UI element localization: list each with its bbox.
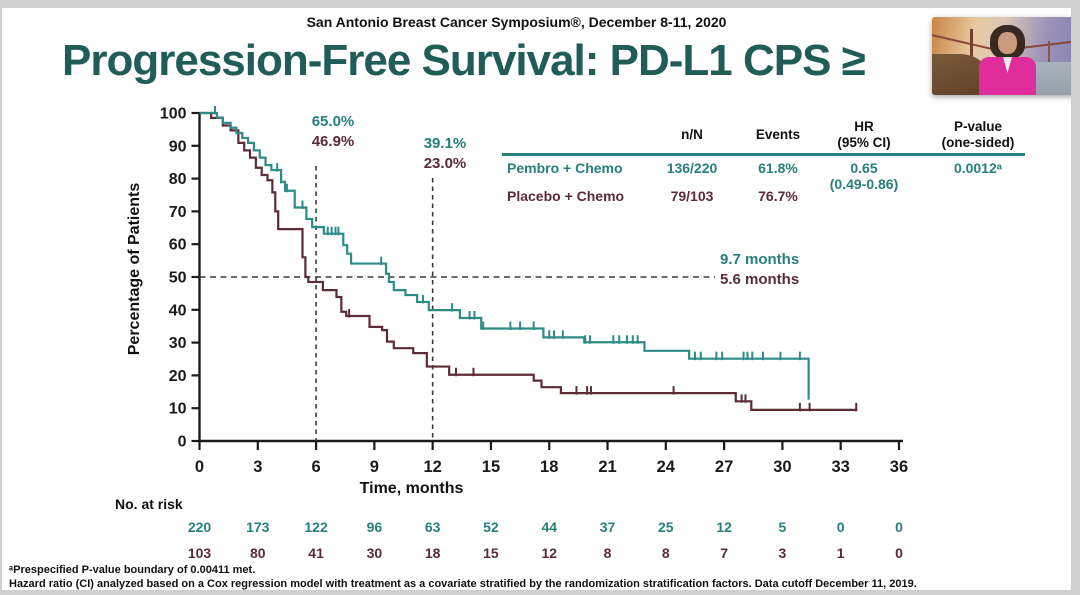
landmark-6mo-placebo: 46.9% (311, 133, 355, 150)
at-risk-pembro-m33: 0 (836, 519, 845, 535)
x-tick-label: 27 (715, 458, 733, 476)
landmark-6mo: 65.0% 46.9% (298, 112, 368, 152)
at-risk-placebo-m12: 18 (424, 545, 441, 561)
x-tick-label: 33 (832, 458, 850, 476)
y-tick-label: 60 (169, 237, 187, 254)
y-tick-label: 90 (169, 138, 187, 155)
at-risk-placebo-m9: 30 (366, 545, 383, 561)
slide: San Antonio Breast Cancer Symposium®, De… (2, 8, 1071, 591)
x-tick-label: 3 (253, 458, 262, 476)
at-risk-placebo-m24: 8 (661, 545, 670, 561)
y-tick-label: 10 (169, 401, 187, 418)
presenter-video-thumbnail[interactable] (932, 17, 1071, 95)
presenter-face (998, 32, 1017, 54)
at-risk-pembro-m6: 122 (304, 519, 328, 535)
median-pembro: 9.7 months (720, 251, 800, 268)
table-rule (502, 153, 1025, 156)
at-risk-pembro-m18: 44 (541, 519, 558, 535)
x-tick-label: 0 (195, 458, 204, 476)
y-tick-label: 20 (169, 368, 187, 385)
at-risk-placebo-m3: 80 (249, 545, 266, 561)
y-tick-label: 30 (169, 335, 187, 352)
window-edge-left (0, 0, 2, 595)
x-tick-label: 12 (423, 458, 441, 476)
footnote-1: ᵃPrespecified P-value boundary of 0.0041… (9, 564, 256, 576)
row-placebo-label: Placebo + Chemo (507, 188, 625, 204)
page-title: Progression-Free Survival: PD-L1 CPS ≥ (62, 36, 866, 85)
landmark-12mo: 39.1% 23.0% (410, 134, 480, 174)
median-labels: 9.7 months 5.6 months (720, 250, 799, 290)
at-risk-pembro-m24: 25 (658, 519, 674, 535)
footnote-2: Hazard ratio (CI) analyzed based on a Co… (9, 578, 917, 590)
x-tick-label: 30 (773, 458, 791, 476)
window-edge-top (0, 0, 1080, 8)
row-pembro-hr: 0.65 (850, 160, 878, 176)
at-risk-pembro-m12: 63 (424, 519, 441, 535)
at-risk-label: No. at risk (115, 496, 183, 512)
at-risk-pembro-m3: 173 (246, 519, 270, 535)
at-risk-placebo-m18: 12 (541, 545, 558, 561)
x-tick-label: 21 (598, 458, 616, 476)
at-risk-placebo-m33: 1 (836, 545, 845, 561)
at-risk-placebo-m27: 7 (720, 545, 728, 561)
at-risk-placebo-m0: 103 (187, 545, 212, 561)
landmark-6mo-pembro: 65.0% (311, 113, 355, 130)
at-risk-pembro-m9: 96 (366, 519, 383, 535)
at-risk-pembro-m36: 0 (895, 519, 903, 535)
x-axis-title: Time, months (359, 480, 464, 497)
at-risk-placebo-m15: 15 (483, 545, 499, 561)
presenter-shirt (1003, 57, 1012, 73)
y-tick-label: 70 (169, 204, 187, 221)
row-pembro-pvalue: 0.0012ᵃ (953, 160, 1003, 176)
bridge-tower (1048, 41, 1050, 63)
x-tick-label: 9 (370, 458, 379, 476)
at-risk-placebo-m21: 8 (603, 545, 612, 561)
at-risk-placebo-m36: 0 (895, 545, 903, 561)
x-tick-label: 18 (540, 458, 558, 476)
landmark-12mo-pembro: 39.1% (423, 135, 467, 152)
at-risk-pembro-m15: 52 (483, 519, 499, 535)
col-header-pvalue: P-value (one-sided) (941, 119, 1015, 150)
landmark-12mo-placebo: 23.0% (423, 155, 467, 172)
row-pembro-label: Pembro + Chemo (507, 160, 623, 176)
y-tick-label: 0 (178, 434, 187, 451)
y-tick-label: 40 (169, 302, 187, 319)
at-risk-pembro-m30: 5 (778, 519, 787, 535)
col-header-hr: HR (95% CI) (837, 119, 891, 150)
y-tick-label: 100 (160, 106, 187, 123)
survival-curve-pembro (199, 111, 810, 400)
at-risk-pembro-m0: 220 (187, 519, 212, 535)
symposium-header: San Antonio Breast Cancer Symposium®, De… (306, 14, 727, 30)
window-edge-bottom (0, 590, 1080, 595)
x-tick-label: 36 (890, 458, 908, 476)
y-tick-label: 80 (169, 171, 187, 188)
at-risk-placebo-m6: 41 (308, 545, 324, 561)
x-tick-label: 24 (657, 458, 676, 476)
x-tick-label: 15 (482, 458, 500, 476)
bridge-tower (970, 29, 973, 67)
window-edge-right (1071, 0, 1080, 595)
row-placebo-events: 76.7% (758, 188, 798, 204)
y-tick-label: 50 (169, 270, 187, 287)
median-placebo: 5.6 months (720, 271, 800, 288)
at-risk-pembro-m27: 12 (716, 519, 732, 535)
at-risk-placebo-m30: 3 (778, 545, 787, 561)
at-risk-pembro-m21: 37 (599, 519, 616, 535)
x-tick-label: 6 (311, 458, 320, 476)
